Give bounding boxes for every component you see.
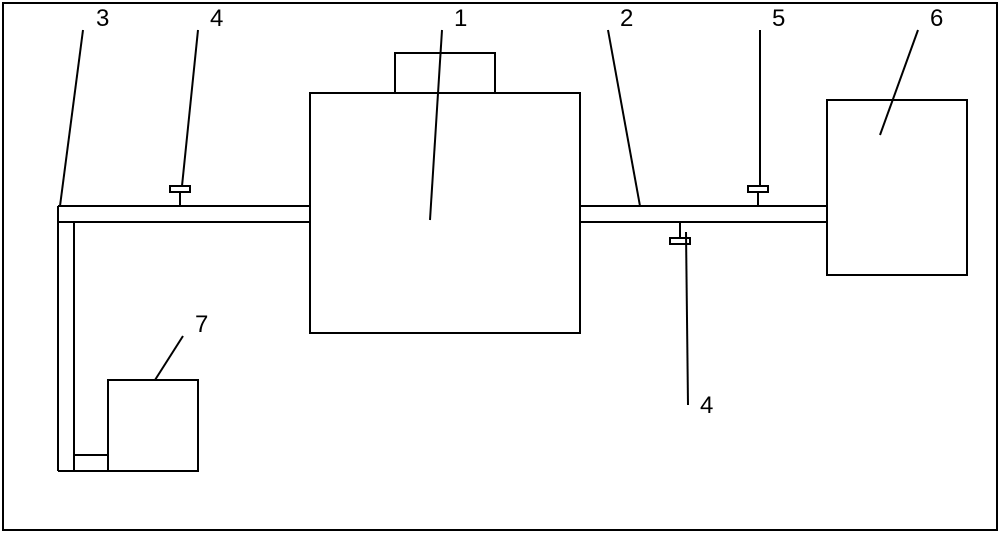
label-1: 1 — [454, 5, 467, 32]
label-5: 5 — [772, 5, 785, 32]
technical-diagram: 1 2 3 4 5 6 7 4 — [0, 0, 1000, 533]
label-4: 4 — [700, 392, 713, 419]
label-4: 4 — [210, 5, 223, 32]
label-2: 2 — [620, 5, 633, 32]
label-3: 3 — [96, 5, 109, 32]
label-6: 6 — [930, 5, 943, 32]
label-7: 7 — [195, 311, 208, 338]
